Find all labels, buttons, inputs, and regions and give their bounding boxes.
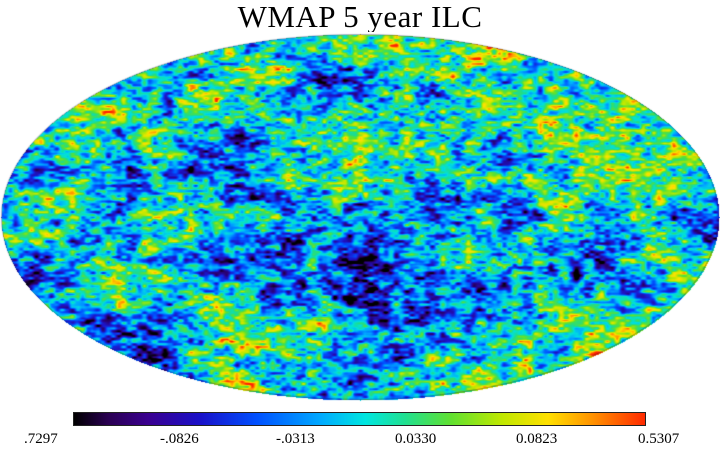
colorbar-tick-label: .7297 — [24, 431, 58, 447]
colorbar-tick-label: -.0826 — [160, 431, 199, 447]
colorbar-tick-label: 0.0330 — [395, 431, 437, 447]
colorbar — [73, 412, 646, 426]
colorbar-tick-label: 0.5307 — [638, 431, 680, 447]
colorbar-tick-label: 0.0823 — [516, 431, 558, 447]
sky-map-mollweide — [0, 32, 720, 402]
map-title: WMAP 5 year ILC — [237, 0, 483, 34]
colorbar-tick-label: -.0313 — [276, 431, 315, 447]
